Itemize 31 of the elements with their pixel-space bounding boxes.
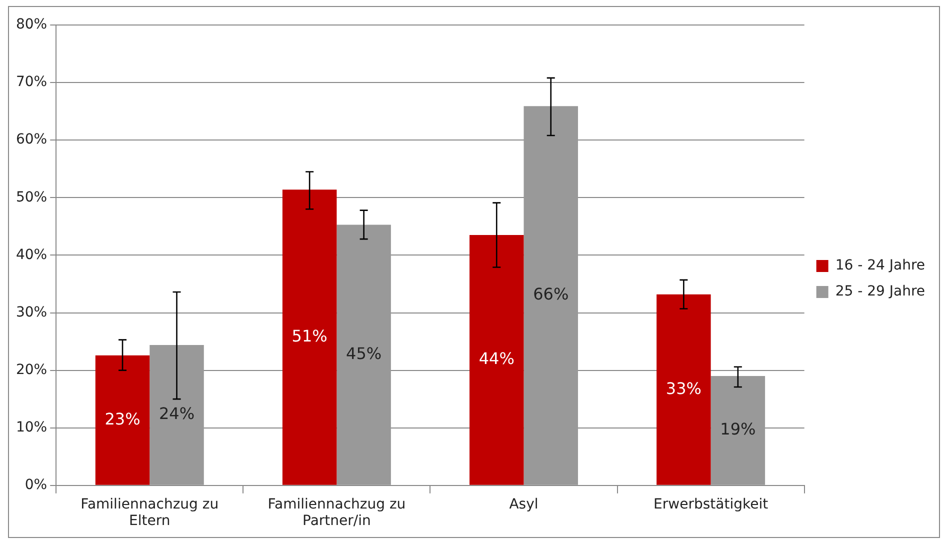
y-tick-label: 10% bbox=[16, 419, 48, 436]
bar bbox=[336, 224, 391, 485]
y-tick-label: 50% bbox=[16, 189, 48, 206]
y-tick-label: 80% bbox=[16, 16, 48, 33]
y-tick-label: 20% bbox=[16, 362, 48, 378]
bar bbox=[710, 376, 766, 485]
legend-label: 16 - 24 Jahre bbox=[835, 258, 926, 274]
data-label: 66% bbox=[533, 284, 569, 304]
y-tick-label: 70% bbox=[16, 74, 48, 90]
data-label: 24% bbox=[158, 404, 195, 424]
bar bbox=[282, 190, 337, 485]
data-label: 19% bbox=[720, 420, 756, 439]
legend-label: 25 - 29 Jahre bbox=[835, 284, 926, 300]
bar bbox=[150, 344, 204, 485]
y-tick-label: 60% bbox=[16, 132, 48, 148]
x-tick-label: Familiennachzug zu Partner/in bbox=[268, 496, 406, 530]
data-label: 45% bbox=[346, 344, 382, 363]
y-tick-label: 30% bbox=[16, 304, 48, 320]
bar bbox=[95, 355, 150, 485]
data-label: 33% bbox=[666, 378, 702, 398]
data-label: 51% bbox=[292, 326, 328, 346]
y-tick-label: 40% bbox=[16, 246, 48, 263]
x-tick-label: Familiennachzug zu Eltern bbox=[80, 496, 219, 530]
y-tick-label: 0% bbox=[24, 477, 48, 494]
data-label: 23% bbox=[104, 409, 140, 428]
bar bbox=[656, 294, 711, 485]
x-tick-label: Erwerbstätigkeit bbox=[654, 496, 769, 512]
x-tick-label: Asyl bbox=[509, 496, 538, 512]
bar bbox=[470, 235, 524, 485]
data-label: 44% bbox=[478, 349, 514, 368]
bar bbox=[524, 106, 578, 485]
